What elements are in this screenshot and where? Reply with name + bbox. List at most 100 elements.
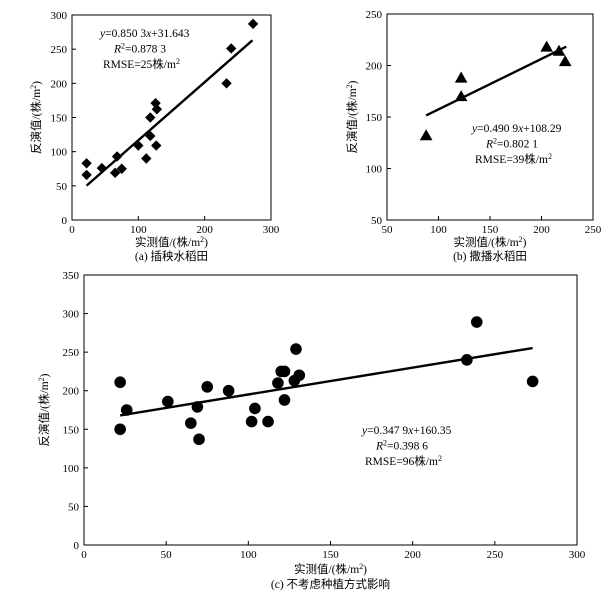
x-tick-label: 50: [161, 549, 173, 561]
data-point: [540, 40, 553, 52]
data-point: [191, 401, 204, 413]
y-tick-label: 100: [51, 147, 68, 159]
data-point: [245, 415, 258, 428]
data-point: [262, 415, 274, 428]
data-point: [419, 129, 433, 141]
data-point: [290, 343, 302, 355]
y-tick-label: 250: [51, 44, 68, 56]
data-point: [96, 162, 108, 174]
x-tick-label: 0: [69, 224, 75, 236]
x-tick-label: 150: [322, 549, 339, 561]
x-tick-label: 150: [482, 224, 499, 236]
data-point: [116, 163, 127, 174]
data-point: [552, 44, 566, 56]
rmse-value: RMSE=39株/m2: [475, 152, 552, 167]
y-tick-label: 100: [63, 463, 80, 475]
y-axis-label: 反演值/(株/m2): [37, 373, 52, 446]
x-tick-label: 100: [430, 224, 447, 236]
data-point: [141, 153, 152, 164]
y-tick-label: 0: [62, 215, 68, 227]
data-point: [278, 394, 291, 406]
y-axis-label: 反演值/(株/m2): [29, 81, 44, 154]
y-tick-label: 350: [63, 270, 80, 282]
y-tick-label: 250: [63, 347, 80, 359]
x-tick-label: 300: [263, 224, 280, 236]
data-point: [145, 112, 156, 123]
x-tick-label: 200: [196, 224, 213, 236]
chart-panel-0: 0 100 200 300 0 50 100 150 200 250 300 实测值/(株/m2) 反演…: [29, 10, 280, 263]
data-point: [151, 104, 163, 115]
y-tick-label: 200: [63, 386, 80, 398]
data-point: [293, 369, 306, 382]
data-point: [454, 71, 468, 83]
data-point: [114, 423, 126, 436]
data-point: [145, 130, 156, 142]
y-tick-label: 50: [371, 215, 383, 227]
data-point: [470, 316, 483, 328]
data-point: [120, 404, 133, 416]
y-tick-label: 150: [63, 424, 80, 436]
panel-caption: (c) 不考虑种植方式影响: [271, 577, 390, 591]
data-point: [185, 417, 197, 429]
x-tick-label: 100: [130, 224, 147, 236]
data-point: [81, 169, 92, 181]
y-tick-label: 200: [51, 78, 68, 90]
rmse-value: RMSE=96株/m2: [365, 454, 442, 469]
x-tick-label: 200: [404, 549, 421, 561]
x-tick-label: 0: [81, 549, 87, 561]
regression-line: [85, 39, 254, 187]
data-point: [558, 55, 572, 67]
y-tick-label: 200: [366, 61, 383, 73]
r-squared: R2=0.802 1: [485, 136, 538, 151]
data-point: [109, 167, 121, 179]
x-tick-label: 50: [382, 224, 394, 236]
chart-panel-1: 50 100 150 200 250 50 100 150 200 250 实测值/(株/m2) 反演…: [345, 9, 602, 263]
panel-caption: (a) 插秧水稻田: [135, 249, 208, 263]
data-point: [461, 354, 473, 366]
data-point: [151, 140, 162, 151]
y-tick-label: 50: [56, 181, 68, 193]
regression-equation: y=0.490 9x+108.29: [471, 123, 562, 135]
x-axis-label: 实测值/(株/m2): [294, 562, 367, 577]
x-tick-label: 100: [240, 549, 257, 561]
regression-line: [425, 45, 567, 117]
y-tick-label: 300: [63, 309, 80, 321]
x-tick-label: 250: [487, 549, 504, 561]
data-point: [226, 43, 237, 54]
chart-panel-2: 0 50 100 150 200 250 300 0 50 100 150 200 250 300 350 实…: [37, 270, 586, 591]
data-point: [247, 18, 259, 30]
y-tick-label: 150: [51, 113, 68, 125]
panel-caption: (b) 撒播水稻田: [453, 249, 527, 263]
data-point: [114, 376, 126, 389]
y-tick-label: 0: [74, 540, 80, 552]
data-point: [221, 78, 232, 89]
y-tick-label: 150: [366, 112, 383, 124]
data-point: [222, 384, 235, 397]
y-tick-label: 100: [366, 164, 383, 176]
x-tick-label: 250: [585, 224, 602, 236]
y-tick-label: 250: [366, 9, 383, 21]
x-tick-label: 300: [569, 549, 586, 561]
x-axis-label: 实测值/(株/m2): [135, 235, 208, 250]
data-point: [193, 433, 205, 446]
x-tick-label: 200: [533, 224, 550, 236]
data-point: [272, 377, 284, 389]
plot-frame: [386, 13, 594, 221]
data-point: [278, 365, 291, 378]
data-point: [111, 151, 123, 162]
regression-equation: y=0.347 9x+160.35: [361, 425, 452, 437]
plot-frame: [71, 14, 272, 221]
x-axis-label: 实测值/(株/m2): [453, 235, 526, 250]
data-point: [201, 381, 214, 393]
r-squared: R2=0.398 6: [375, 438, 428, 453]
data-point: [249, 402, 261, 415]
regression-equation: y=0.850 3x+31.643: [99, 28, 190, 40]
data-point: [133, 140, 144, 151]
data-point: [162, 395, 174, 408]
r-squared: R2=0.878 3: [113, 41, 166, 56]
data-point: [454, 90, 468, 102]
rmse-value: RMSE=25株/m2: [103, 57, 180, 72]
data-point: [81, 158, 92, 169]
y-tick-label: 300: [51, 10, 68, 22]
